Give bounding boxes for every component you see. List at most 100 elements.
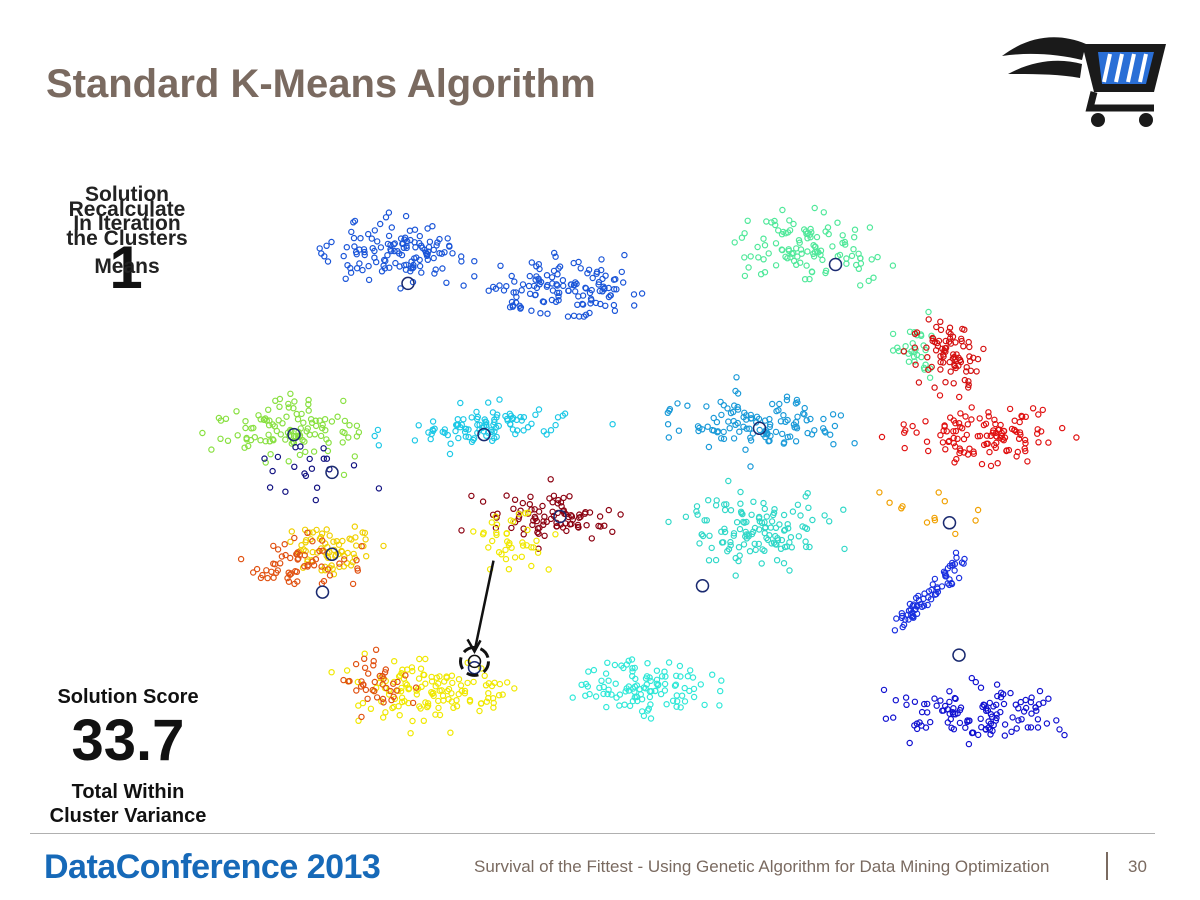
data-point-cluster-16: [496, 680, 504, 688]
data-point-cluster-6: [346, 422, 353, 429]
data-point-cluster-14: [759, 546, 766, 553]
data-point-cluster-16: [499, 691, 506, 698]
data-point-cluster-9: [963, 431, 971, 439]
data-point-cluster-2: [564, 313, 572, 320]
data-point-cluster-12: [529, 521, 536, 529]
data-point-cluster-14: [802, 524, 809, 531]
data-point-cluster-15: [949, 562, 956, 569]
data-point-cluster-1: [343, 243, 350, 251]
data-point-cluster-2: [548, 296, 556, 304]
data-point-cluster-16: [476, 707, 483, 715]
data-point-cluster-7: [480, 428, 487, 435]
data-point-cluster-6: [292, 433, 299, 440]
data-point-cluster-9: [937, 432, 944, 439]
data-point-cluster-15: [960, 560, 967, 567]
data-point-cluster-15: [907, 606, 915, 613]
data-point-cluster-3: [763, 218, 770, 225]
data-point-cluster-12: [567, 512, 575, 519]
data-point-cluster-6: [282, 436, 289, 443]
data-point-cluster-7: [461, 428, 469, 436]
data-point-cluster-6: [267, 451, 274, 458]
data-point-cluster-10: [316, 535, 324, 543]
data-point-cluster-19: [985, 724, 992, 731]
data-point-cluster-18: [690, 685, 698, 693]
data-point-cluster-18: [604, 659, 611, 667]
data-point-cluster-1: [408, 265, 415, 272]
data-point-cluster-2: [544, 310, 551, 317]
data-point-cluster-5: [947, 330, 954, 338]
data-point-cluster-1: [391, 247, 398, 255]
data-point-cluster-13: [479, 531, 487, 538]
data-point-cluster-1: [430, 254, 437, 262]
data-point-cluster-3: [806, 231, 813, 238]
data-point-cluster-1: [460, 282, 467, 289]
data-point-cluster-1: [388, 224, 395, 231]
data-point-cluster-6: [322, 427, 329, 434]
data-point-cluster-19: [902, 694, 910, 701]
data-point-cluster-12: [553, 523, 561, 530]
data-point-cluster-6: [217, 435, 224, 442]
data-point-cluster-2: [598, 256, 605, 263]
data-point-cluster-18: [608, 691, 615, 698]
data-point-cluster-6: [217, 417, 225, 424]
data-point-cluster-16: [461, 687, 469, 695]
data-point-cluster-5: [942, 348, 949, 355]
data-point-cluster-12: [531, 506, 538, 513]
data-point-cluster-16: [466, 696, 474, 704]
data-point-cluster-9: [1017, 431, 1024, 438]
data-point-cluster-1: [385, 209, 393, 216]
data-point-cluster-6: [294, 416, 302, 423]
data-point-cluster-15: [934, 584, 941, 591]
data-point-cluster-19: [987, 731, 994, 738]
data-point-cluster-15: [917, 601, 924, 608]
data-point-cluster-16: [359, 699, 367, 707]
data-point-cluster-10: [336, 563, 343, 571]
data-point-cluster-20: [313, 484, 321, 491]
data-point-cluster-7: [465, 426, 472, 433]
data-point-cluster-7: [458, 421, 465, 428]
data-point-cluster-11: [288, 570, 295, 577]
data-point-cluster-3: [855, 265, 863, 272]
data-point-cluster-21: [923, 519, 931, 526]
data-point-cluster-16: [373, 684, 380, 692]
data-point-cluster-8: [800, 410, 807, 417]
data-point-cluster-7: [470, 436, 477, 444]
data-point-cluster-14: [794, 501, 802, 508]
data-point-cluster-12: [520, 531, 527, 538]
data-point-cluster-2: [613, 286, 620, 293]
data-point-cluster-10: [326, 532, 333, 539]
data-point-cluster-14: [774, 535, 781, 542]
data-point-cluster-17: [402, 672, 409, 679]
data-point-cluster-18: [673, 672, 680, 680]
data-point-cluster-3: [761, 269, 769, 276]
data-point-cluster-15: [891, 627, 899, 634]
data-point-cluster-14: [721, 501, 728, 508]
data-point-cluster-9: [952, 427, 960, 435]
data-point-cluster-16: [413, 691, 420, 698]
data-point-cluster-8: [793, 396, 801, 404]
data-point-cluster-12: [525, 510, 532, 517]
data-point-cluster-14: [693, 508, 700, 515]
data-point-cluster-6: [199, 429, 206, 437]
data-point-cluster-19: [988, 713, 996, 720]
data-point-cluster-17: [352, 660, 360, 668]
data-point-cluster-20: [375, 485, 383, 492]
data-point-cluster-11: [277, 560, 284, 567]
data-point-cluster-2: [532, 276, 539, 283]
data-point-cluster-9: [1011, 426, 1018, 433]
data-point-cluster-16: [344, 678, 352, 685]
data-point-cluster-14: [727, 538, 734, 546]
data-point-cluster-13: [515, 510, 523, 518]
footer-text: Survival of the Fittest - Using Genetic …: [474, 857, 1050, 876]
data-point-cluster-6: [260, 416, 268, 423]
data-point-cluster-5: [955, 362, 962, 369]
data-point-cluster-10: [347, 562, 355, 569]
data-point-cluster-4: [895, 347, 903, 355]
data-point-cluster-14: [764, 536, 772, 544]
data-point-cluster-16: [461, 690, 469, 697]
data-point-cluster-5: [937, 326, 945, 334]
data-point-cluster-10: [304, 556, 311, 563]
data-point-cluster-2: [593, 270, 600, 277]
data-point-cluster-9: [997, 434, 1004, 442]
data-point-cluster-16: [404, 666, 411, 673]
